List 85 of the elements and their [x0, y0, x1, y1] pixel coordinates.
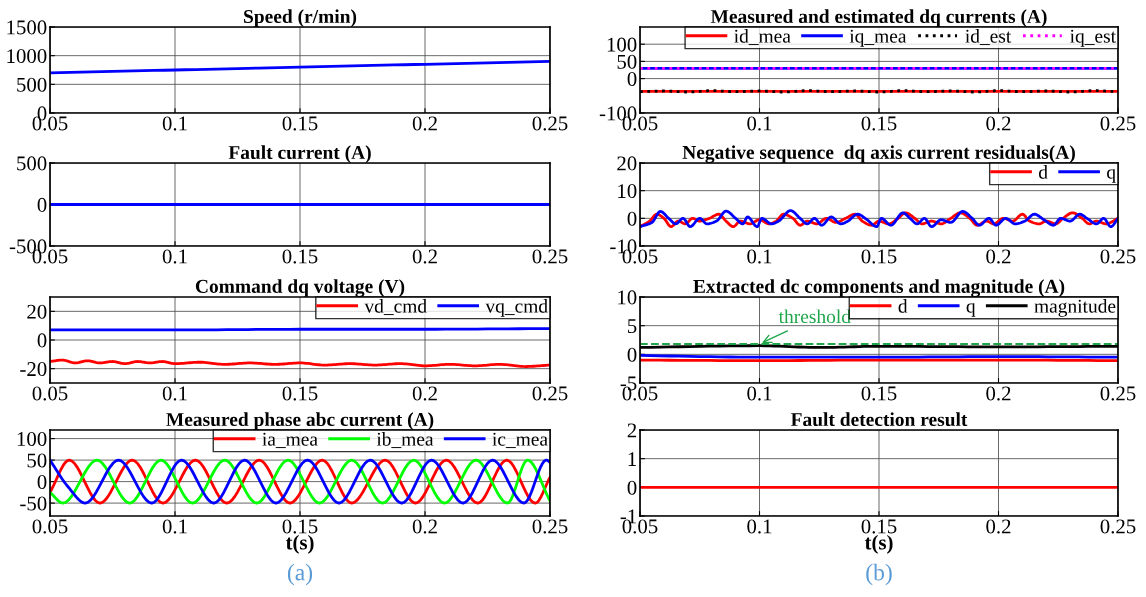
text: (b): [866, 563, 892, 586]
x-tick-label: 0.15: [282, 386, 318, 401]
x-tick-label: 0.25: [532, 249, 568, 264]
x-axis-title: t(s): [285, 534, 314, 554]
annotation: threshold: [778, 309, 851, 324]
y-tick-label: 0: [627, 211, 637, 226]
y-tick-label: 500: [17, 156, 47, 171]
legend-label: ib_mea: [376, 432, 434, 449]
x-tick-label: 0.15: [861, 386, 897, 401]
y-tick-label: 1500: [7, 20, 47, 35]
y-tick-label: 0: [627, 347, 637, 362]
x-tick-label: 0.2: [412, 519, 437, 534]
x-tick-label: 0.1: [747, 249, 772, 264]
legend-label: d: [898, 299, 908, 313]
x-tick-label: 0.15: [861, 116, 897, 131]
x-tick-label: 0.25: [532, 116, 568, 131]
legend-label: q: [966, 303, 976, 317]
y-tick-label: 50: [617, 54, 637, 69]
y-tick-label: 0: [37, 474, 47, 490]
x-tick-label: 0.2: [412, 249, 437, 264]
x-tick-label: 0.1: [747, 519, 772, 534]
x-tick-label: 0.1: [747, 386, 772, 401]
legend-label: ia_mea: [262, 432, 318, 449]
y-tick-label: 10: [618, 290, 637, 305]
y-tick-label: 50: [27, 453, 47, 468]
legend-label: vq_cmd: [485, 299, 548, 317]
y-tick-label: 2: [627, 423, 637, 438]
legend-label: q: [1107, 169, 1116, 183]
y-tick-label: 100: [607, 37, 637, 52]
y-tick-label: -50: [20, 496, 47, 511]
x-axis-title: t(s): [864, 534, 893, 554]
chart-title: Extracted dc components and magnitude (A): [693, 279, 1065, 297]
x-tick-label: 0.1: [162, 519, 187, 534]
chart-title: Negative sequence dq axis current residuals(A): [682, 145, 1075, 163]
legend-label: id_mea: [734, 29, 791, 46]
x-tick-label: 0.15: [861, 249, 897, 264]
y-tick-label: 0: [37, 197, 47, 212]
x-tick-label: 0.25: [532, 386, 568, 401]
y-tick-label: 500: [17, 77, 47, 92]
y-tick-label: 0: [627, 480, 637, 495]
chart-title: Measured phase abc current (A): [166, 412, 434, 430]
x-tick-label: 0.25: [1100, 249, 1136, 264]
x-tick-label: 0.1: [162, 386, 187, 401]
x-tick-label: 0.05: [32, 519, 68, 534]
x-tick-label: 0.15: [282, 249, 318, 264]
x-tick-label: 0.2: [412, 116, 437, 131]
legend-label: iq_est: [1070, 29, 1116, 47]
chart-title: Fault current (A): [228, 145, 371, 163]
x-tick-label: 0.15: [282, 116, 318, 131]
x-tick-label: 0.25: [1100, 519, 1136, 534]
legend-label: iq_mea: [849, 29, 907, 47]
x-tick-label: 0.2: [986, 519, 1011, 534]
y-tick-label: 0: [627, 71, 637, 87]
x-tick-label: 0.1: [747, 116, 772, 131]
chart-title: Speed (r/min): [244, 9, 357, 27]
x-tick-label: 0.2: [986, 249, 1011, 264]
legend-label: vd_cmd: [364, 299, 427, 316]
legend-label: d: [1038, 165, 1048, 179]
x-tick-label: 0.05: [32, 386, 68, 401]
chart-title: Command dq voltage (V): [195, 279, 405, 297]
legend-label: id_est: [965, 29, 1012, 46]
x-tick-label: 0.2: [412, 386, 437, 401]
text: (a): [287, 563, 313, 586]
y-tick-label: 20: [27, 304, 47, 319]
legend-label: ic_mea: [492, 432, 548, 449]
x-tick-label: 0.25: [1100, 386, 1136, 401]
x-tick-label: 0.25: [532, 519, 568, 534]
x-tick-label: 0.15: [861, 519, 897, 534]
y-tick-label: 100: [17, 431, 47, 447]
y-tick-label: 5: [628, 319, 637, 334]
x-tick-label: 0.2: [986, 116, 1011, 131]
y-tick-label: 20: [617, 156, 637, 171]
x-tick-label: 0.1: [162, 116, 187, 131]
y-tick-label: 0: [37, 333, 47, 348]
chart-title: Measured and estimated dq currents (A): [710, 9, 1047, 27]
chart-title: Fault detection result: [790, 412, 968, 427]
x-tick-label: 0.25: [1100, 116, 1136, 131]
x-tick-label: 0.1: [162, 249, 187, 264]
y-tick-label: 1: [628, 452, 636, 466]
x-tick-label: 0.2: [986, 386, 1011, 401]
x-tick-label: 0.15: [282, 519, 318, 534]
y-tick-label: 1000: [7, 49, 47, 64]
y-tick-label: 10: [618, 184, 637, 199]
y-tick-label: -20: [20, 362, 47, 377]
legend-label: magnitude: [1034, 299, 1116, 317]
